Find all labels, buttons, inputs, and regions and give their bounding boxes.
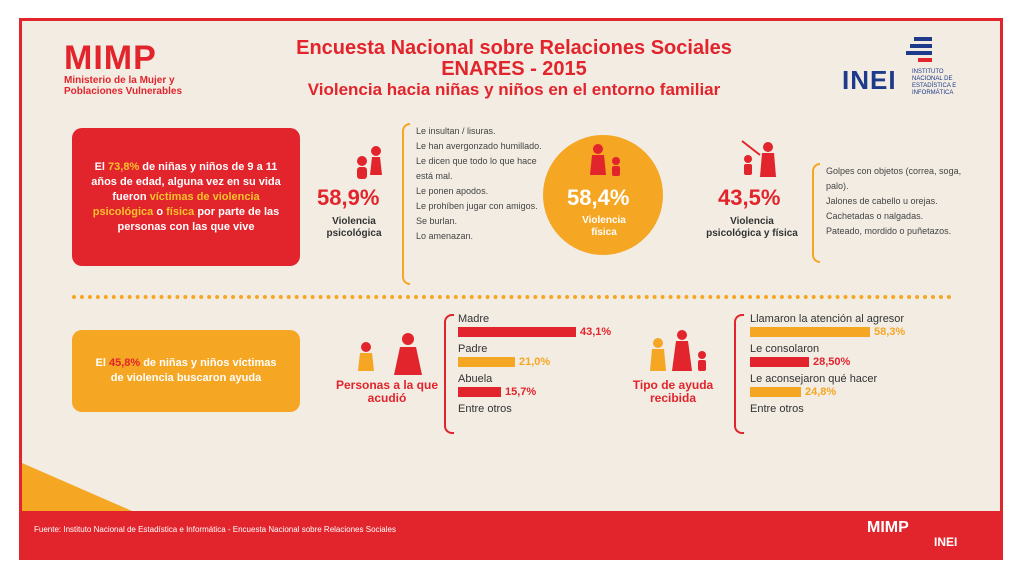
list-item: Le dicen que todo lo que hace está mal. bbox=[416, 156, 537, 181]
box2-text-post: de niñas y niños víctimas de violencia b… bbox=[110, 357, 277, 384]
child-crying-icon bbox=[357, 146, 382, 179]
bar-value-label: 15,7% bbox=[505, 386, 537, 398]
list-item: Cachetadas o nalgadas. bbox=[826, 211, 924, 221]
page-topic: Violencia hacia niñas y niños en el ento… bbox=[307, 80, 721, 99]
box2-percent: 45,8% bbox=[108, 357, 141, 369]
bar-row: Entre otros bbox=[458, 403, 648, 415]
box2-text-pre: El bbox=[95, 357, 109, 369]
bar-row: Le aconsejaron qué hacer 24,8% bbox=[750, 373, 980, 398]
list-item: Lo amenazan. bbox=[416, 231, 474, 241]
inei-logo-subtitle: INSTITUTO NACIONAL DE ESTADÍSTICA E INFO… bbox=[912, 69, 957, 96]
bar-value-label: 58,3% bbox=[874, 326, 906, 338]
title-block: Encuesta Nacional sobre Relaciones Socia… bbox=[22, 37, 1000, 101]
child-and-mother-icon bbox=[358, 333, 422, 375]
both-list: Golpes con objetos (correa, soga, palo).… bbox=[826, 164, 966, 239]
physical-label: Violencia física bbox=[582, 215, 626, 238]
bar-row: Entre otros bbox=[750, 403, 980, 415]
footer-mimp-logo: MIMP bbox=[867, 519, 909, 536]
box1-percent: 73,8% bbox=[108, 160, 140, 173]
bar bbox=[458, 327, 576, 337]
list-item: Pateado, mordido o puñetazos. bbox=[826, 226, 952, 236]
list-item: Se burlan. bbox=[416, 216, 458, 226]
adult-hitting-child-icon bbox=[590, 144, 620, 176]
bar bbox=[750, 357, 809, 367]
chart2: Llamaron la atención al agresor 58,3% Le c… bbox=[750, 313, 980, 433]
list-item: Golpes con objetos (correa, soga, palo). bbox=[826, 166, 962, 191]
box1-text-pre: El bbox=[94, 160, 109, 173]
list-item: Le ponen apodos. bbox=[416, 186, 489, 196]
bar bbox=[458, 357, 515, 367]
victims-summary-box: El 73,8% de niñas y niños de 9 a 11 años… bbox=[72, 128, 300, 266]
adult-threatening-child-icon bbox=[741, 140, 776, 177]
box1-text-mid: de niñas y niños de 9 a 11 años de edad,… bbox=[91, 160, 281, 203]
bar-row: Padre 21,0% bbox=[458, 343, 648, 368]
inei-logo: INEI INSTITUTO NACIONAL DE ESTADÍSTICA E… bbox=[842, 33, 982, 103]
mimp-logo-subtitle: Ministerio de la Mujer y Poblaciones Vul… bbox=[64, 75, 183, 97]
footer-inei-logo: INEI bbox=[934, 535, 958, 549]
list-item: Le prohíben jugar con amigos. bbox=[416, 201, 538, 211]
bar-category-label: Llamaron la atención al agresor bbox=[750, 313, 905, 325]
bar-value-label: 28,50% bbox=[813, 356, 851, 368]
bar-category-label: Entre otros bbox=[458, 403, 512, 415]
footer-source: Fuente: Instituto Nacional de Estadístic… bbox=[34, 525, 396, 534]
bar-category-label: Le aconsejaron qué hacer bbox=[750, 373, 878, 385]
bar-row: Abuela 15,7% bbox=[458, 373, 648, 398]
bar bbox=[458, 387, 501, 397]
bar-value-label: 43,1% bbox=[580, 326, 612, 338]
chart1-title: Personas a la que acudió bbox=[335, 378, 439, 405]
bar-category-label: Abuela bbox=[458, 373, 493, 385]
bar-category-label: Le consolaron bbox=[750, 343, 820, 355]
box1-text-post: por parte de las personas con las que vi… bbox=[117, 205, 280, 233]
both-label: Violencia psicológica y física bbox=[706, 216, 798, 239]
mimp-logo-text: MIMP bbox=[64, 39, 157, 77]
bar-row: Le consolaron 28,50% bbox=[750, 343, 980, 368]
box1-text-or: o bbox=[153, 205, 167, 218]
help-summary-box: El 45,8% de niñas y niños víctimas de vi… bbox=[72, 330, 300, 412]
psych-percent: 58,9% bbox=[317, 185, 380, 210]
chart1: Madre 43,1% Padre 21,0% Abuela 15,7% Entre otr… bbox=[458, 313, 648, 433]
infographic-frame: MIMP Ministerio de la Mujer y Poblacione… bbox=[19, 18, 1003, 560]
chart1-brace bbox=[444, 314, 454, 434]
bar-category-label: Padre bbox=[458, 343, 488, 355]
chart2-title: Tipo de ayuda recibida bbox=[632, 378, 714, 405]
bar-value-label: 21,0% bbox=[519, 356, 551, 368]
both-brace bbox=[812, 163, 820, 263]
psych-list: Le insultan / lisuras. Le han avergonzad… bbox=[416, 124, 542, 244]
bar-row: Madre 43,1% bbox=[458, 313, 648, 338]
bar-category-label: Entre otros bbox=[750, 403, 804, 415]
bar-row: Llamaron la atención al agresor 58,3% bbox=[750, 313, 980, 338]
list-item: Jalones de cabello u orejas. bbox=[826, 196, 938, 206]
box1-highlight-physical: física bbox=[166, 205, 195, 218]
adult-comforting-child-icon bbox=[650, 330, 706, 371]
physical-percent: 58,4% bbox=[567, 185, 630, 210]
page-subtitle: ENARES - 2015 bbox=[441, 58, 587, 80]
inei-logo-text: INEI bbox=[842, 65, 897, 95]
corner-decoration bbox=[22, 463, 132, 511]
both-percent: 43,5% bbox=[718, 185, 781, 210]
bar-value-label: 24,8% bbox=[805, 386, 837, 398]
bar bbox=[750, 327, 870, 337]
list-item: Le insultan / lisuras. bbox=[416, 126, 496, 136]
list-item: Le han avergonzado humillado. bbox=[416, 141, 542, 151]
box1-highlight-psych: víctimas de violencia psicológica bbox=[92, 190, 260, 218]
bar bbox=[750, 387, 801, 397]
psych-label: Violencia psicológica bbox=[326, 216, 382, 239]
dotted-divider bbox=[72, 295, 952, 299]
footer: Fuente: Instituto Nacional de Estadístic… bbox=[22, 511, 1000, 557]
inei-logo-icon bbox=[906, 37, 932, 62]
mimp-logo: MIMP Ministerio de la Mujer y Poblacione… bbox=[64, 41, 194, 97]
bar-category-label: Madre bbox=[458, 313, 490, 325]
chart2-brace bbox=[734, 314, 744, 434]
page-title: Encuesta Nacional sobre Relaciones Socia… bbox=[296, 37, 732, 59]
psych-brace bbox=[402, 123, 410, 285]
